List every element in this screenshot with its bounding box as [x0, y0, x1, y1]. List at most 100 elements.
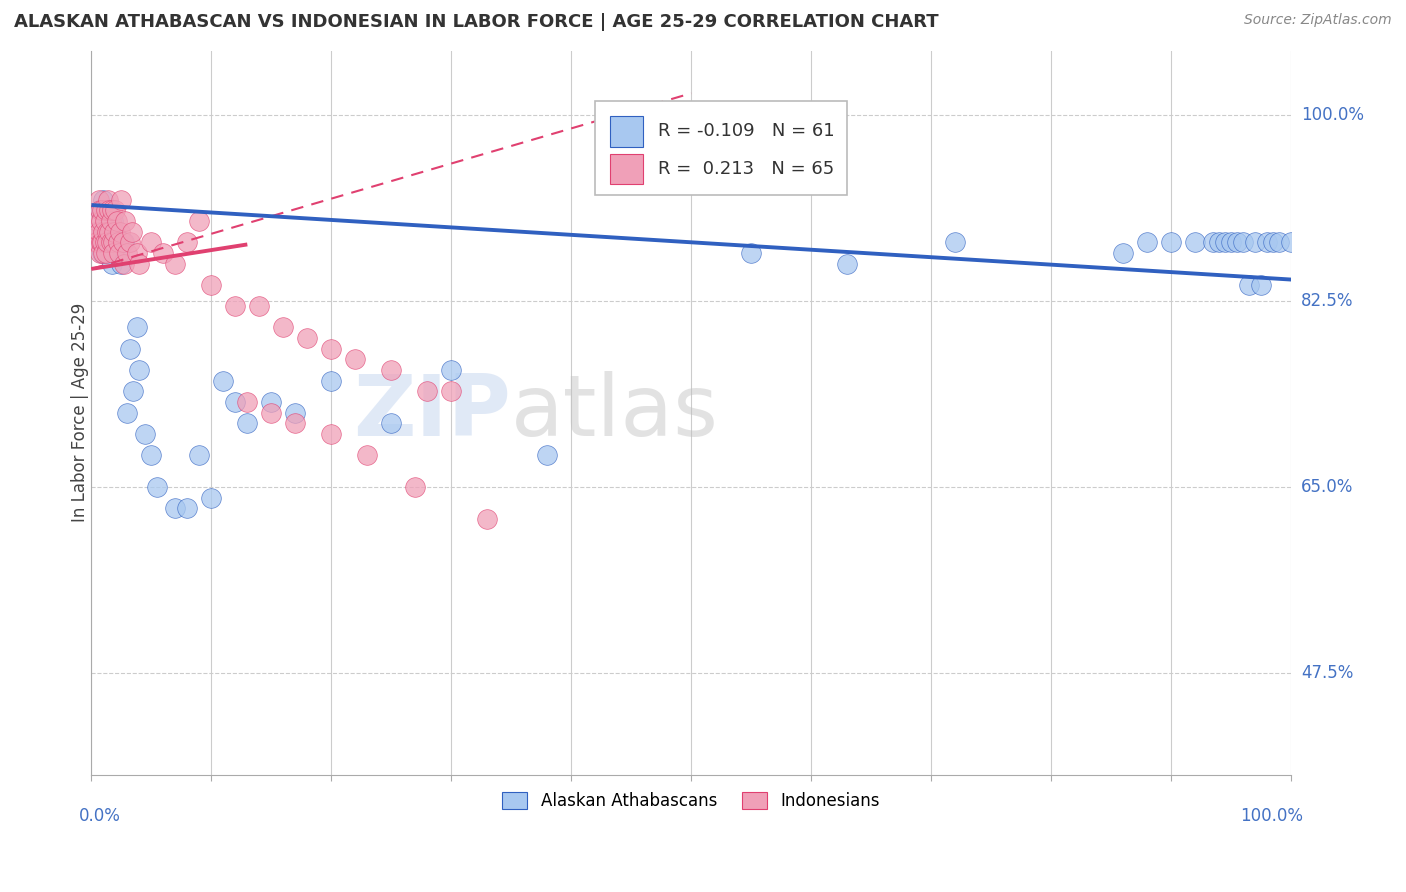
Point	[94, 235, 117, 250]
Point	[118, 342, 141, 356]
Point	[107, 235, 129, 250]
Point	[94, 246, 117, 260]
Point	[165, 257, 187, 271]
Point	[141, 448, 163, 462]
Point	[740, 246, 762, 260]
Point	[1232, 235, 1254, 250]
Point	[224, 395, 246, 409]
Point	[96, 246, 118, 260]
Point	[260, 395, 283, 409]
Point	[100, 203, 122, 218]
Point	[1237, 277, 1260, 292]
Point	[837, 257, 859, 271]
Point	[89, 246, 111, 260]
Point	[1244, 235, 1267, 250]
Point	[1268, 235, 1291, 250]
Point	[87, 225, 110, 239]
Point	[224, 299, 246, 313]
Point	[90, 214, 112, 228]
Point	[87, 193, 110, 207]
Point	[1136, 235, 1159, 250]
Point	[273, 320, 295, 334]
Point	[89, 203, 111, 218]
Text: ZIP: ZIP	[353, 371, 512, 454]
Point	[112, 235, 135, 250]
Point	[1112, 246, 1135, 260]
Point	[176, 235, 198, 250]
Point	[110, 193, 132, 207]
Point	[84, 235, 107, 250]
Point	[356, 448, 378, 462]
Point	[284, 406, 307, 420]
Point	[93, 193, 115, 207]
Point	[440, 363, 463, 377]
Point	[86, 225, 108, 239]
Point	[111, 235, 134, 250]
Point	[108, 225, 131, 239]
Point	[125, 320, 148, 334]
Point	[108, 246, 131, 260]
Point	[98, 225, 121, 239]
Point	[212, 374, 235, 388]
Point	[93, 225, 115, 239]
Point	[117, 246, 139, 260]
Point	[103, 225, 125, 239]
Text: R = -0.109   N = 61: R = -0.109 N = 61	[658, 122, 834, 140]
Point	[200, 277, 222, 292]
Point	[89, 203, 111, 218]
Point	[141, 235, 163, 250]
Point	[943, 235, 966, 250]
Text: 100.0%: 100.0%	[1240, 807, 1303, 825]
Text: 65.0%: 65.0%	[1301, 478, 1353, 496]
Point	[477, 512, 499, 526]
Text: ALASKAN ATHABASCAN VS INDONESIAN IN LABOR FORCE | AGE 25-29 CORRELATION CHART: ALASKAN ATHABASCAN VS INDONESIAN IN LABO…	[14, 13, 939, 31]
Point	[108, 246, 131, 260]
Point	[94, 203, 117, 218]
Point	[188, 448, 211, 462]
Point	[284, 417, 307, 431]
Point	[84, 225, 107, 239]
Point	[1208, 235, 1230, 250]
Point	[101, 214, 124, 228]
Point	[103, 246, 125, 260]
Point	[125, 246, 148, 260]
FancyBboxPatch shape	[595, 102, 848, 195]
Point	[96, 235, 118, 250]
Point	[134, 426, 156, 441]
Point	[321, 426, 343, 441]
Point	[380, 363, 402, 377]
Point	[93, 214, 115, 228]
Point	[114, 214, 136, 228]
Point	[321, 374, 343, 388]
Point	[1263, 235, 1285, 250]
Point	[236, 395, 259, 409]
Text: Source: ZipAtlas.com: Source: ZipAtlas.com	[1244, 13, 1392, 28]
Point	[98, 203, 121, 218]
Point	[104, 225, 127, 239]
Point	[96, 225, 118, 239]
Point	[1256, 235, 1278, 250]
Point	[100, 257, 122, 271]
Point	[404, 480, 426, 494]
Point	[1226, 235, 1249, 250]
Point	[91, 235, 114, 250]
Point	[91, 203, 114, 218]
Point	[128, 363, 150, 377]
Point	[98, 203, 121, 218]
Point	[100, 214, 122, 228]
Point	[107, 235, 129, 250]
Point	[93, 225, 115, 239]
Point	[100, 235, 122, 250]
Point	[105, 214, 128, 228]
Point	[165, 501, 187, 516]
Point	[416, 384, 439, 399]
Point	[91, 246, 114, 260]
Point	[118, 235, 141, 250]
Point	[110, 257, 132, 271]
Point	[380, 417, 402, 431]
Point	[128, 257, 150, 271]
Point	[1202, 235, 1225, 250]
Point	[1213, 235, 1236, 250]
Point	[1250, 277, 1272, 292]
Point	[97, 193, 120, 207]
